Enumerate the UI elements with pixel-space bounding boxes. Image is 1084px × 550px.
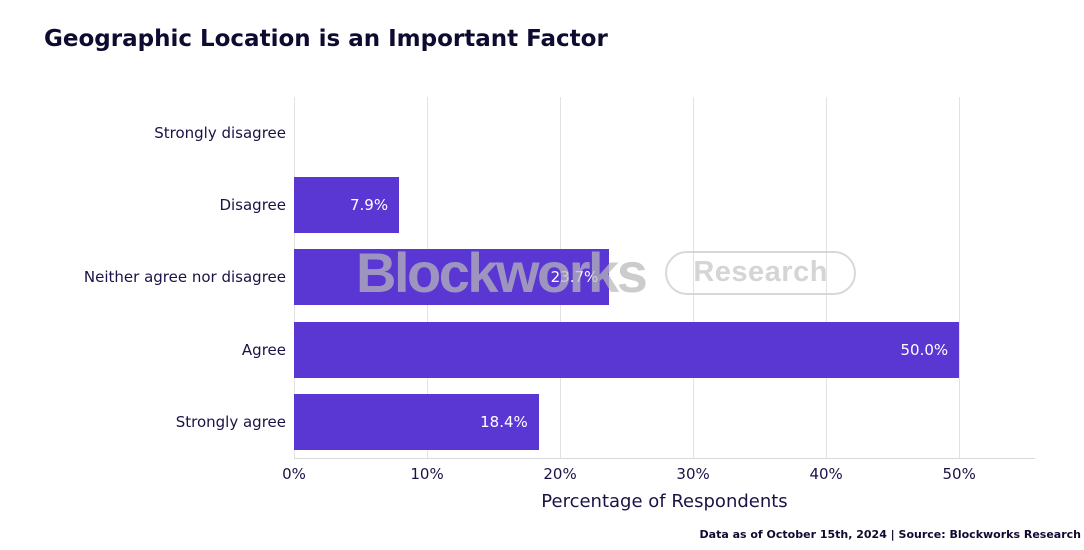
bar: 23.7% (294, 249, 610, 306)
bar-row: Disagree 7.9% (219, 169, 1035, 241)
category-label: Strongly disagree (154, 124, 286, 143)
category-label: Neither agree nor disagree (83, 268, 286, 287)
bar-value-label: 50.0% (900, 340, 949, 359)
bar-value-label: 7.9% (349, 196, 389, 215)
x-tick-label: 10% (410, 465, 444, 483)
bar: 50.0% (294, 321, 960, 378)
bar: 7.9% (294, 177, 400, 234)
gridline (693, 97, 695, 458)
bar-row: Strongly disagree (154, 97, 1035, 169)
category-label: Disagree (219, 196, 286, 215)
x-tick-label: 0% (282, 465, 306, 483)
x-tick-label: 50% (942, 465, 976, 483)
bar-row: Neither agree nor disagree 23.7% (84, 241, 1035, 313)
bar-value-label: 18.4% (480, 412, 528, 431)
x-axis-title: Percentage of Respondents (541, 491, 788, 512)
bar-row: Agree 50.0% (242, 314, 1035, 386)
x-tick-label: 40% (809, 465, 843, 483)
bar: 18.4% (294, 393, 539, 450)
x-tick-label: 30% (676, 465, 710, 483)
source-attribution: Data as of October 15th, 2024 | Source: … (699, 528, 1081, 541)
bar-row: Strongly agree 18.4% (176, 386, 1035, 458)
category-label: Strongly agree (175, 412, 286, 431)
category-label: Agree (241, 340, 286, 359)
gridline (959, 97, 961, 458)
plot-area: Strongly disagree Disagree 7.9% Neither agr… (84, 97, 1035, 512)
x-tick-label: 20% (543, 465, 577, 483)
chart-title: Geographic Location is an Important Fact… (44, 26, 608, 52)
x-axis-line (294, 458, 1035, 459)
gridline (826, 97, 828, 458)
bar-value-label: 23.7% (550, 268, 599, 287)
